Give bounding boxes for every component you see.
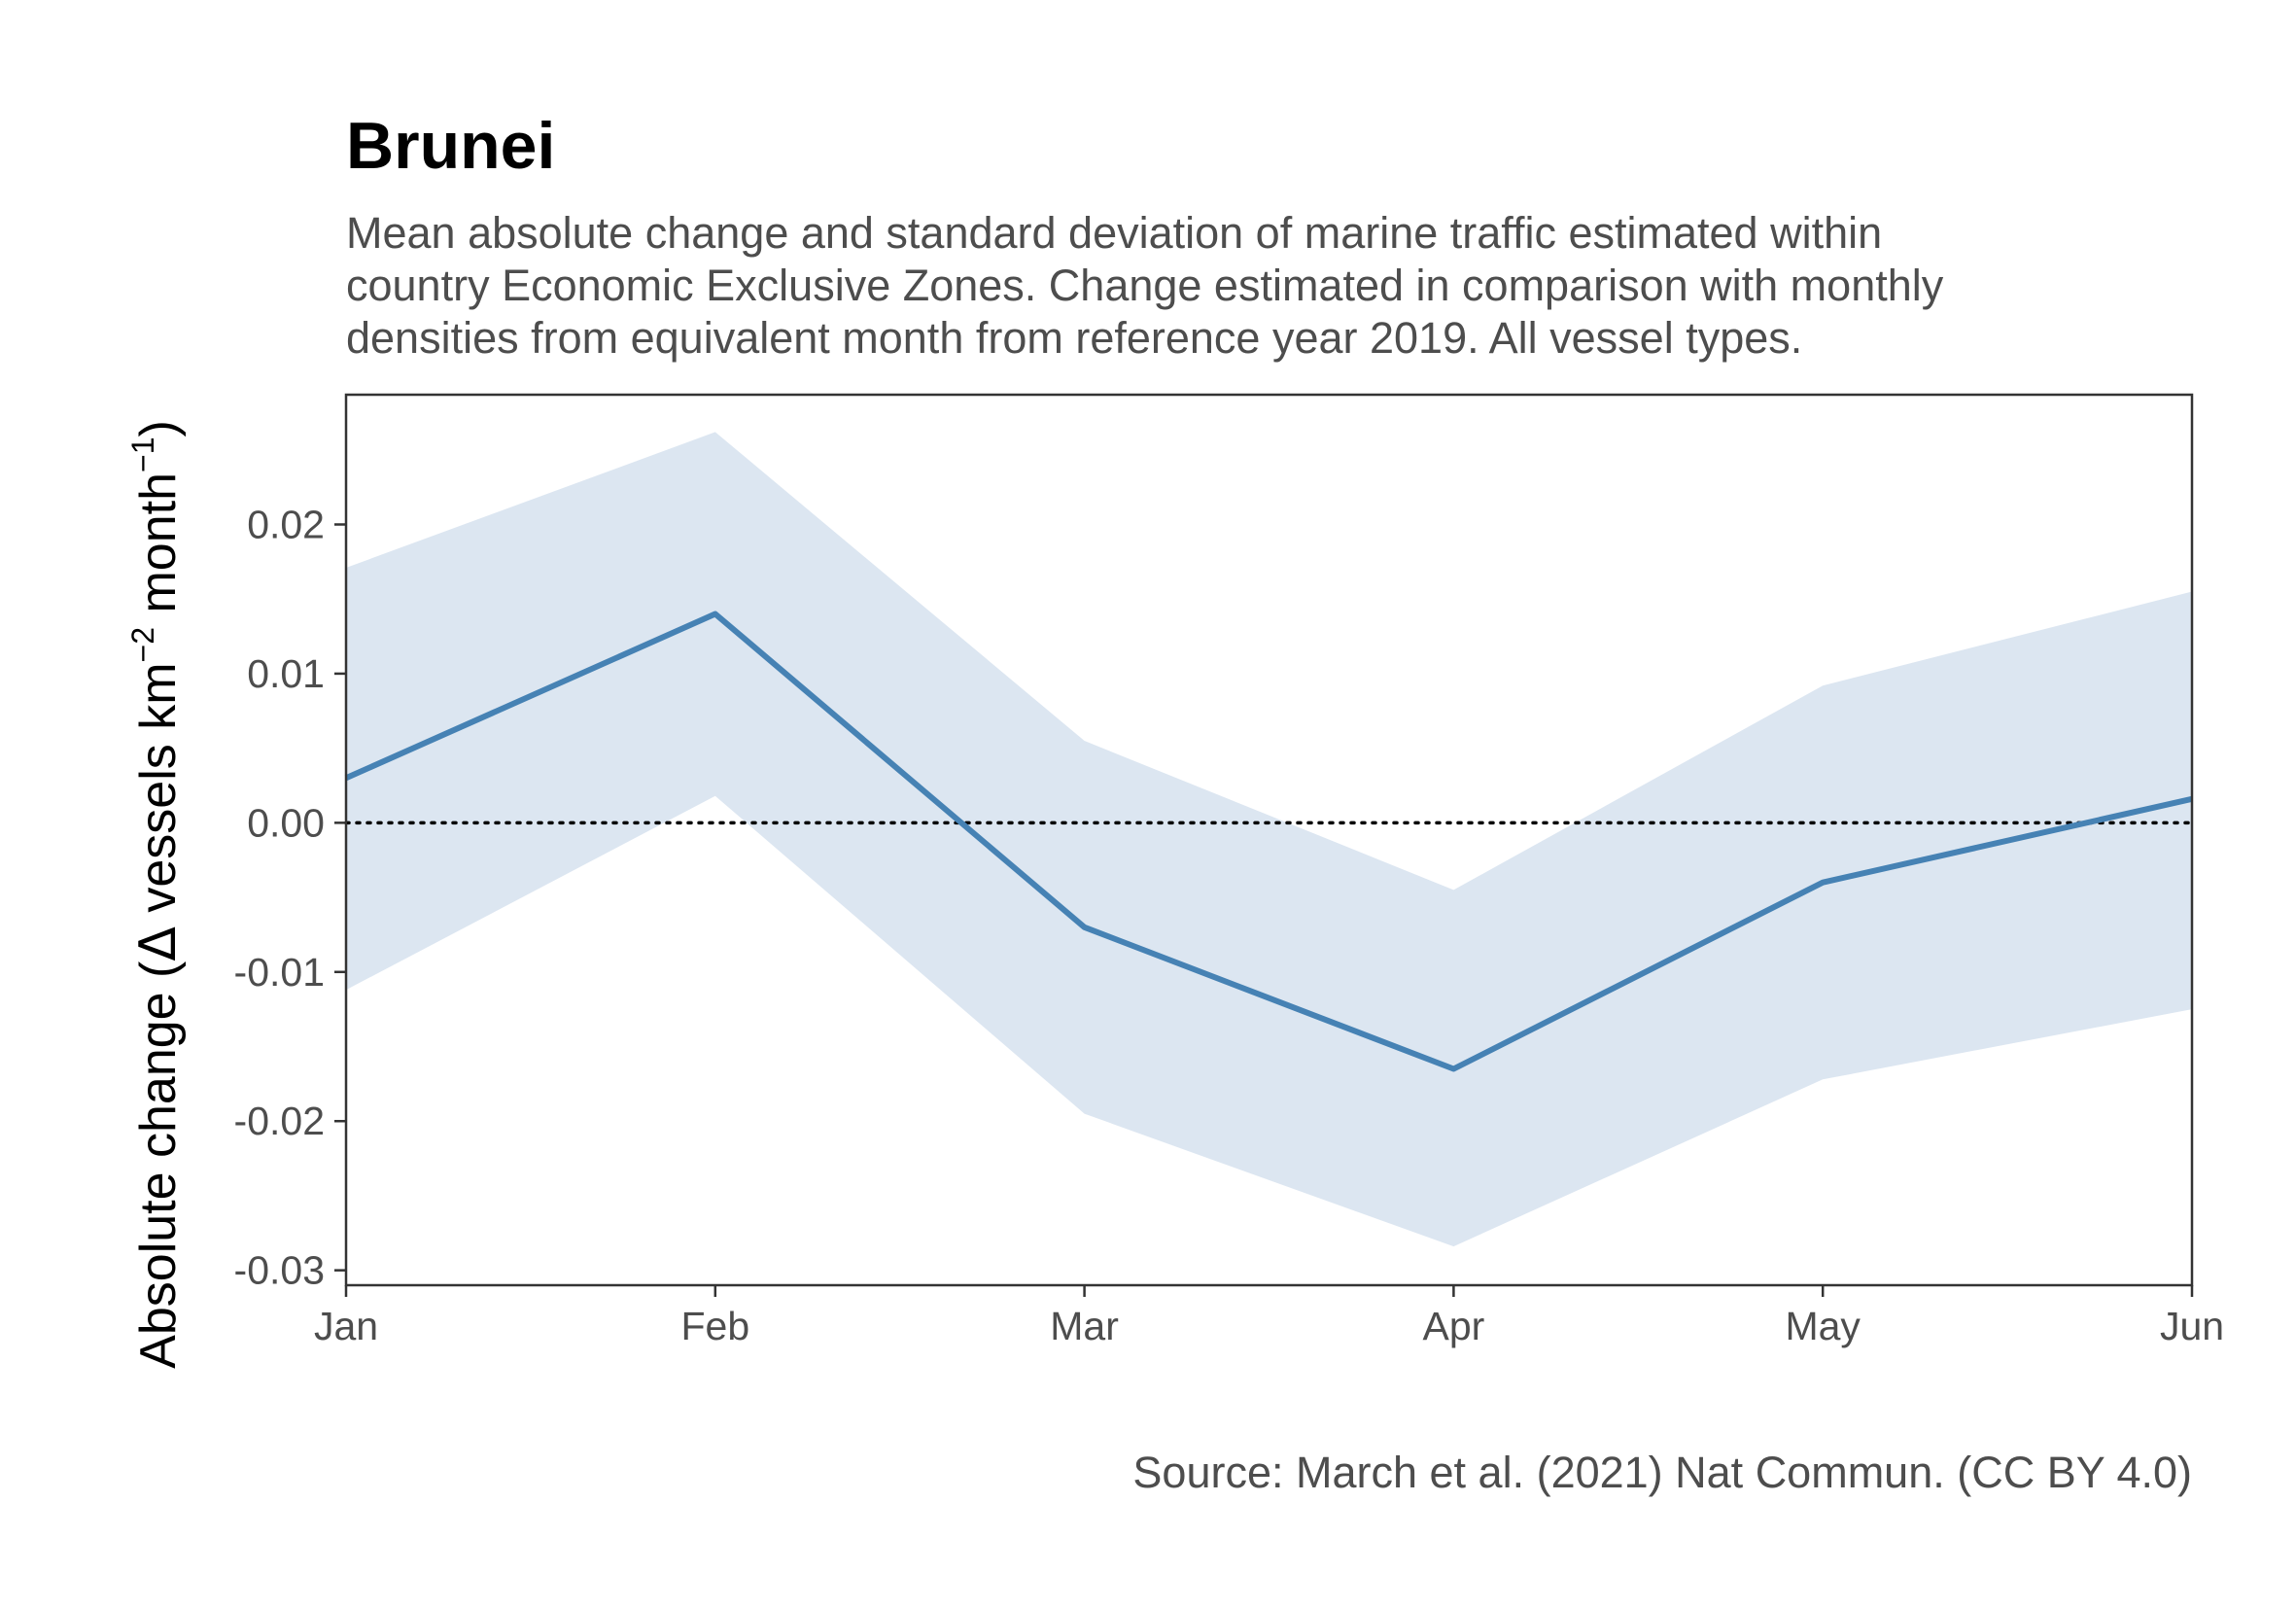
- chart-title: Brunei: [346, 109, 555, 183]
- x-tick-label-2: Mar: [1050, 1304, 1119, 1348]
- series-0-sd-band: [346, 432, 2192, 1247]
- y-tick-label-3: 0.00: [247, 800, 325, 845]
- series-0-mean-line: [344, 611, 2193, 1072]
- chart-subtitle-line-2: country Economic Exclusive Zones. Change…: [346, 261, 1944, 310]
- x-tick-label-5: Jun: [2160, 1304, 2224, 1348]
- x-tick-label-0: Jan: [314, 1304, 378, 1348]
- y-tick-label-0: -0.03: [234, 1248, 325, 1293]
- chart-subtitle-line-1: Mean absolute change and standard deviat…: [346, 208, 1882, 258]
- x-tick-label-4: May: [1785, 1304, 1861, 1348]
- plot-panel-border: [344, 393, 2194, 1287]
- y-tick-label-1: -0.02: [234, 1099, 325, 1143]
- chart-caption: Source: March et al. (2021) Nat Commun. …: [1132, 1448, 2192, 1497]
- y-tick-label-2: -0.01: [234, 950, 325, 995]
- plot-area: -0.03 -0.02 -0.01 0.00 0.01 0.02 Jan Feb Mar Apr M…: [234, 393, 2224, 1348]
- y-axis-label: Absolute change (Δ vessels km−2 month−1): [125, 420, 188, 1369]
- y-tick-label-5: 0.02: [247, 502, 325, 546]
- x-tick-label-1: Feb: [680, 1304, 749, 1348]
- x-tick-label-3: Apr: [1422, 1304, 1484, 1348]
- chart-subtitle-line-3: densities from equivalent month from ref…: [346, 313, 1802, 363]
- y-tick-label-4: 0.01: [247, 651, 325, 696]
